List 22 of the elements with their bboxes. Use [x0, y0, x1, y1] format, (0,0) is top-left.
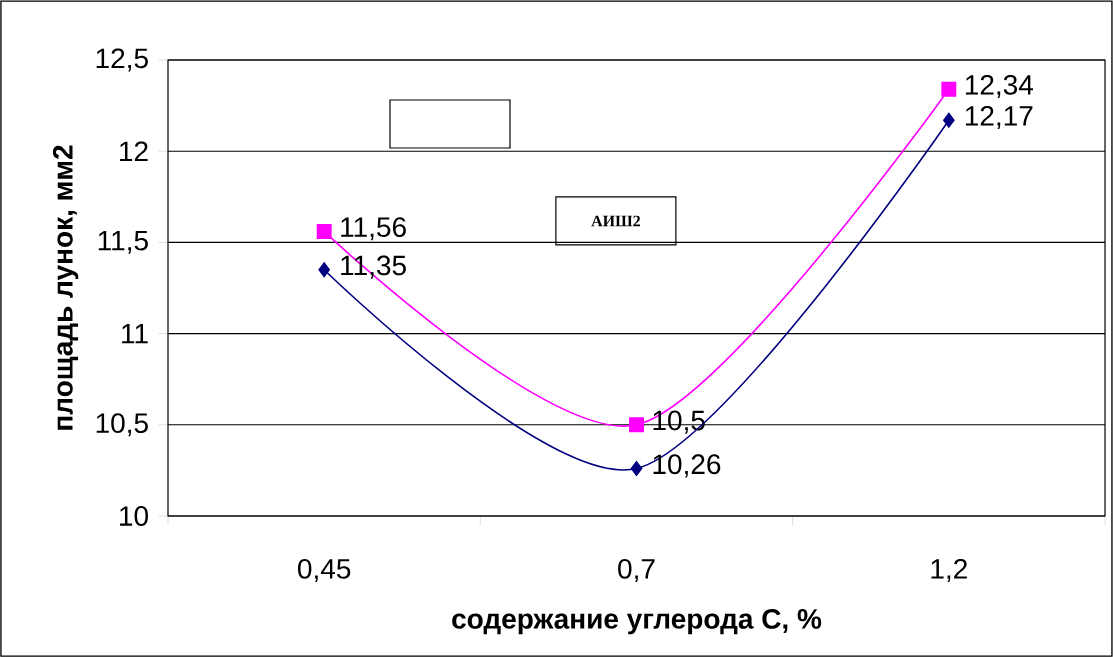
data-label: 10,26 — [653, 454, 721, 478]
point — [630, 461, 643, 477]
point — [943, 112, 955, 128]
x-axis-title: содержание углерода С, % — [452, 609, 822, 635]
y-tick-label: 12,5 — [96, 48, 148, 72]
y-tick-label: 11,5 — [98, 230, 148, 254]
x-tick-label: 0,45 — [298, 558, 351, 583]
data-label: 12,17 — [965, 105, 1033, 130]
point — [318, 262, 330, 278]
y-tick-label: 10 — [120, 506, 148, 526]
point — [316, 223, 332, 239]
point — [629, 417, 644, 433]
y-tick-label: 12 — [120, 141, 148, 161]
x-tick-label: 1,2 — [931, 558, 967, 583]
data-label: 11,56 — [341, 217, 406, 241]
x-tick-label: 0,7 — [618, 558, 655, 583]
y-axis-title: площадь лунок, мм2 — [52, 145, 79, 430]
data-label: 12,34 — [965, 74, 1034, 99]
y-tick-label: 11 — [122, 323, 148, 344]
annotation: АИШ2 — [591, 215, 640, 227]
point — [941, 81, 957, 97]
y-tick-label: 10,5 — [96, 413, 148, 437]
